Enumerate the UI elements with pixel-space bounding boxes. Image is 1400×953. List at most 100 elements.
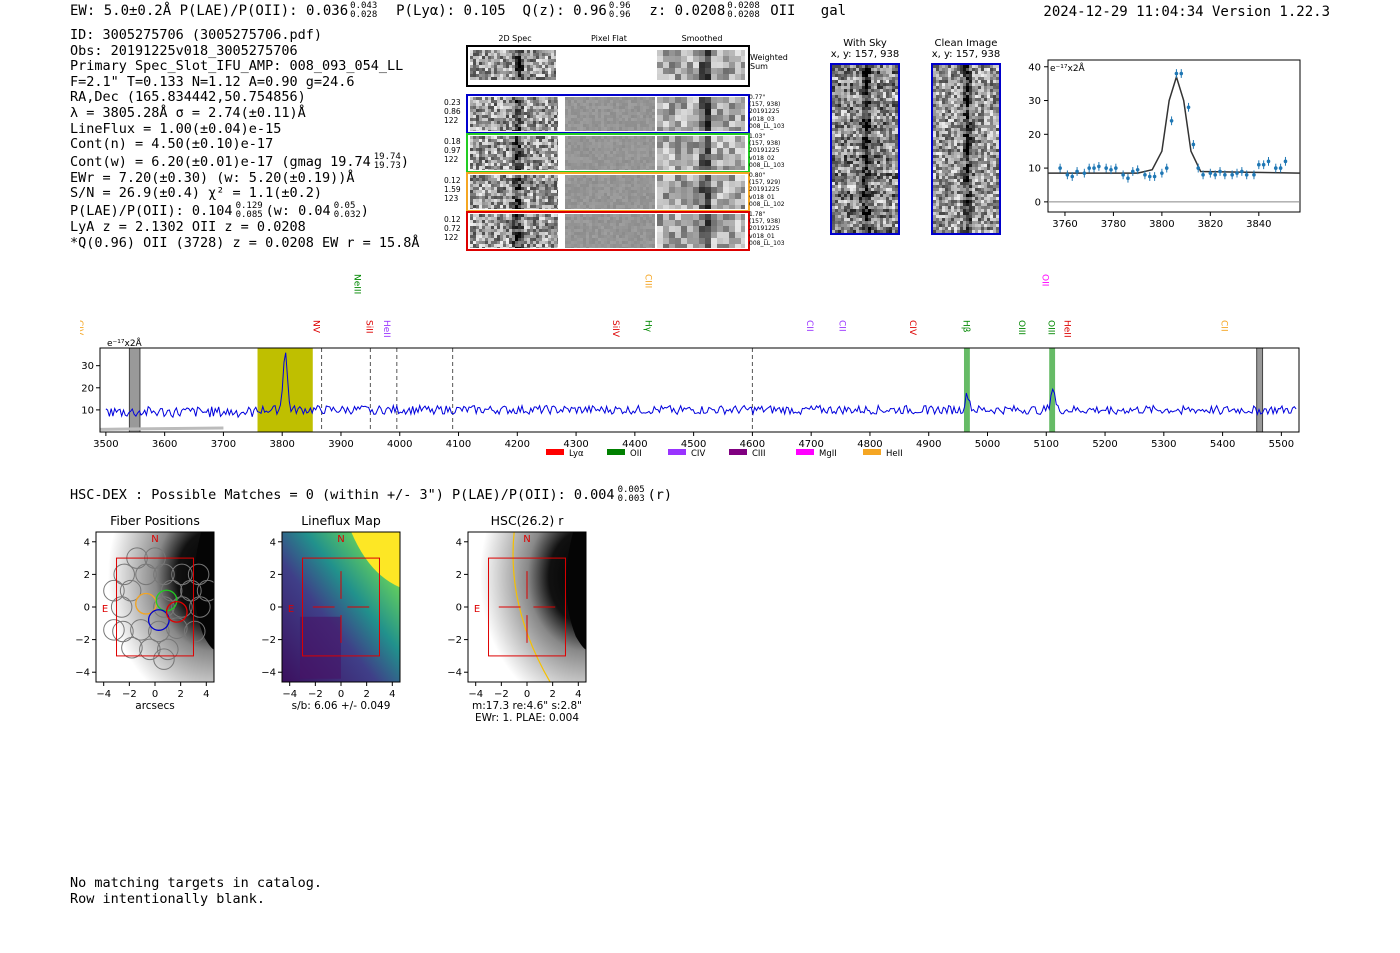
spectrum-x-tick-label: 4400 [622,439,647,450]
zoom-y-tick-label: 40 [1028,62,1041,73]
zoom-model-line [1048,74,1301,174]
spectrum-legend-label: CIV [691,449,705,459]
info-lineflux: LineFlux = 1.00(±0.04)e-15 [70,120,282,137]
spectrum-legend-label: CIII [752,449,765,459]
info-plae-w-sub: 0.032 [333,209,361,220]
panel-x-tick-label: 4 [575,689,581,700]
cutout-row-meta-line: 0.77" [749,94,766,101]
zoom-data-point [1208,171,1213,175]
zoom-x-tick-label: 3820 [1198,219,1223,230]
spectrum-legend-label: MgII [819,449,837,459]
header-plya: P(Lyα): 0.105 [396,3,506,19]
east-label: E [102,604,108,615]
spectrum-line-label-text: CII [836,320,846,332]
info-lya: LyA z = 2.1302 OII z = 0.0208 [70,218,306,235]
panel-x-tick-label: 4 [203,689,209,700]
spectrum-x-tick-label: 4600 [740,439,765,450]
spec-2d-cutout [470,175,558,209]
zoom-data-point [1261,162,1266,167]
spectrum-line-label-text: CII [804,320,814,332]
spectrum-line-labels: CIV NV SiII HeII NeIII SiIV Hγ CIII CII CII CIV Hβ O… [80,274,1229,338]
spectrum-legend-swatch [546,449,564,455]
clean-image [931,63,1001,235]
cutout-row-stat: 0.12 [444,215,461,224]
fiber-circle [135,563,157,586]
header-qz-sub: 0.96 [608,10,631,20]
panel-image [468,532,586,682]
header-timestamp-version: 2024-12-29 11:04:34 Version 1.22.3 [1043,4,1330,20]
header-z-sup: 0.0208 [727,1,760,11]
panel-y-tick-label: 2 [270,570,276,581]
spectrum-frame [99,347,1300,433]
panel-y-tick-label: 2 [456,570,462,581]
spectrum-x-tick-label: 4300 [563,439,588,450]
panel-title: Fiber Positions [110,513,200,528]
spectrum-line-label: NeIII [352,274,362,294]
spectrum-line-label-text: HeII [381,320,391,338]
spectrum-legend-label: HeII [886,449,903,459]
cutout-row-meta-line: 008_LL_102 [749,200,785,208]
zoom-data-point [1109,167,1113,172]
cutout-row-meta-line: (157, 938) [749,101,781,109]
zoom-data-point [1097,164,1101,169]
fiber-circle [103,619,125,641]
panel-image [96,532,214,682]
panel-xlabel: s/b: 6.06 +/- 0.049 [292,700,391,712]
panel-xlabel: arcsecs [135,700,174,712]
cutout-col-2d: 2D Spec [498,34,532,43]
spectrum-line-label: HeII [1062,320,1072,338]
info-plae-sup: 0.129 [235,200,263,211]
panel-title: HSC(26.2) r [491,513,565,528]
info-plae-w: (w: 0.04 [265,202,331,219]
panel-x-tick-label: 4 [389,689,395,700]
panel-x-tick-label: 0 [152,689,158,700]
spectrum-lya-highlight [257,348,313,432]
cutout-row-meta-line: (157, 938) [749,218,781,226]
cutout-row-meta-line: v018_01 [749,193,775,201]
footer: No matching targets in catalog. Row inte… [70,875,322,907]
panel-y-tick-label: −4 [261,668,276,679]
spectrum-line-label-text: CIV [907,320,917,336]
cutout-row-meta: 0.80" (157, 929) 20191225 v018_01 008_LL_102 [749,172,801,208]
spectrum-line-label: Hβ [961,320,971,333]
spectrum-line-label-text: OII [1039,274,1049,286]
panel-y-tick-label: −2 [75,635,90,646]
info-sn: S/N = 26.9(±0.4) χ² = 1.1(±0.2) [70,185,322,202]
spectrum-legend-swatch [607,449,625,455]
fiber-circle [121,636,143,659]
zoom-y-tick-label: 20 [1028,130,1041,141]
zoom-data-point [1196,166,1201,170]
smoothed-cutout [657,97,745,131]
fiber-circle [119,579,142,602]
zoom-data-point [1283,159,1288,164]
fiber-circle [166,617,188,639]
zoom-data-point [1240,169,1244,174]
cutout-row: 0.12 1.59 123 0.80" (157, 929) 20191225 v018_0… [440,172,801,212]
header-kind: gal [820,3,847,19]
info-contw-sub: 19.73 [373,160,401,171]
cutout-row-stat: 122 [444,155,459,164]
cutout-row-stat: 0.72 [444,224,461,233]
spectrum-x-tick-label: 3600 [152,439,177,450]
panel-x-tick-label: 0 [524,689,530,700]
zoom-data-point [1121,173,1125,177]
spectrum-y-tick-label: 10 [81,405,94,416]
search-box [302,557,380,657]
smoothed-cutout [657,214,745,248]
cutout-row-stat: 123 [444,194,459,203]
spec-2d-cutout [470,214,558,248]
spectrum-marks [99,352,1297,431]
fiber-circle [171,596,193,618]
header-qz-sup: 0.96 [608,1,631,11]
spectrum-line-label-text: OIII [1016,320,1026,335]
cutout-row-meta-line: v018_01 [749,232,775,240]
spectrum-x-tick-label: 3900 [328,439,353,450]
cutout-row-meta-line: 0.80" [749,172,766,179]
spectrum-x-tick-label: 4700 [798,439,823,450]
cutout-row-stat: 1.59 [444,185,461,194]
spectrum-x-tick-label: 4900 [916,439,941,450]
spectrum-line-label-text: NV [310,320,320,334]
pixel-flat-cutout [565,214,655,248]
panel-x-tick-label: −2 [494,689,509,700]
